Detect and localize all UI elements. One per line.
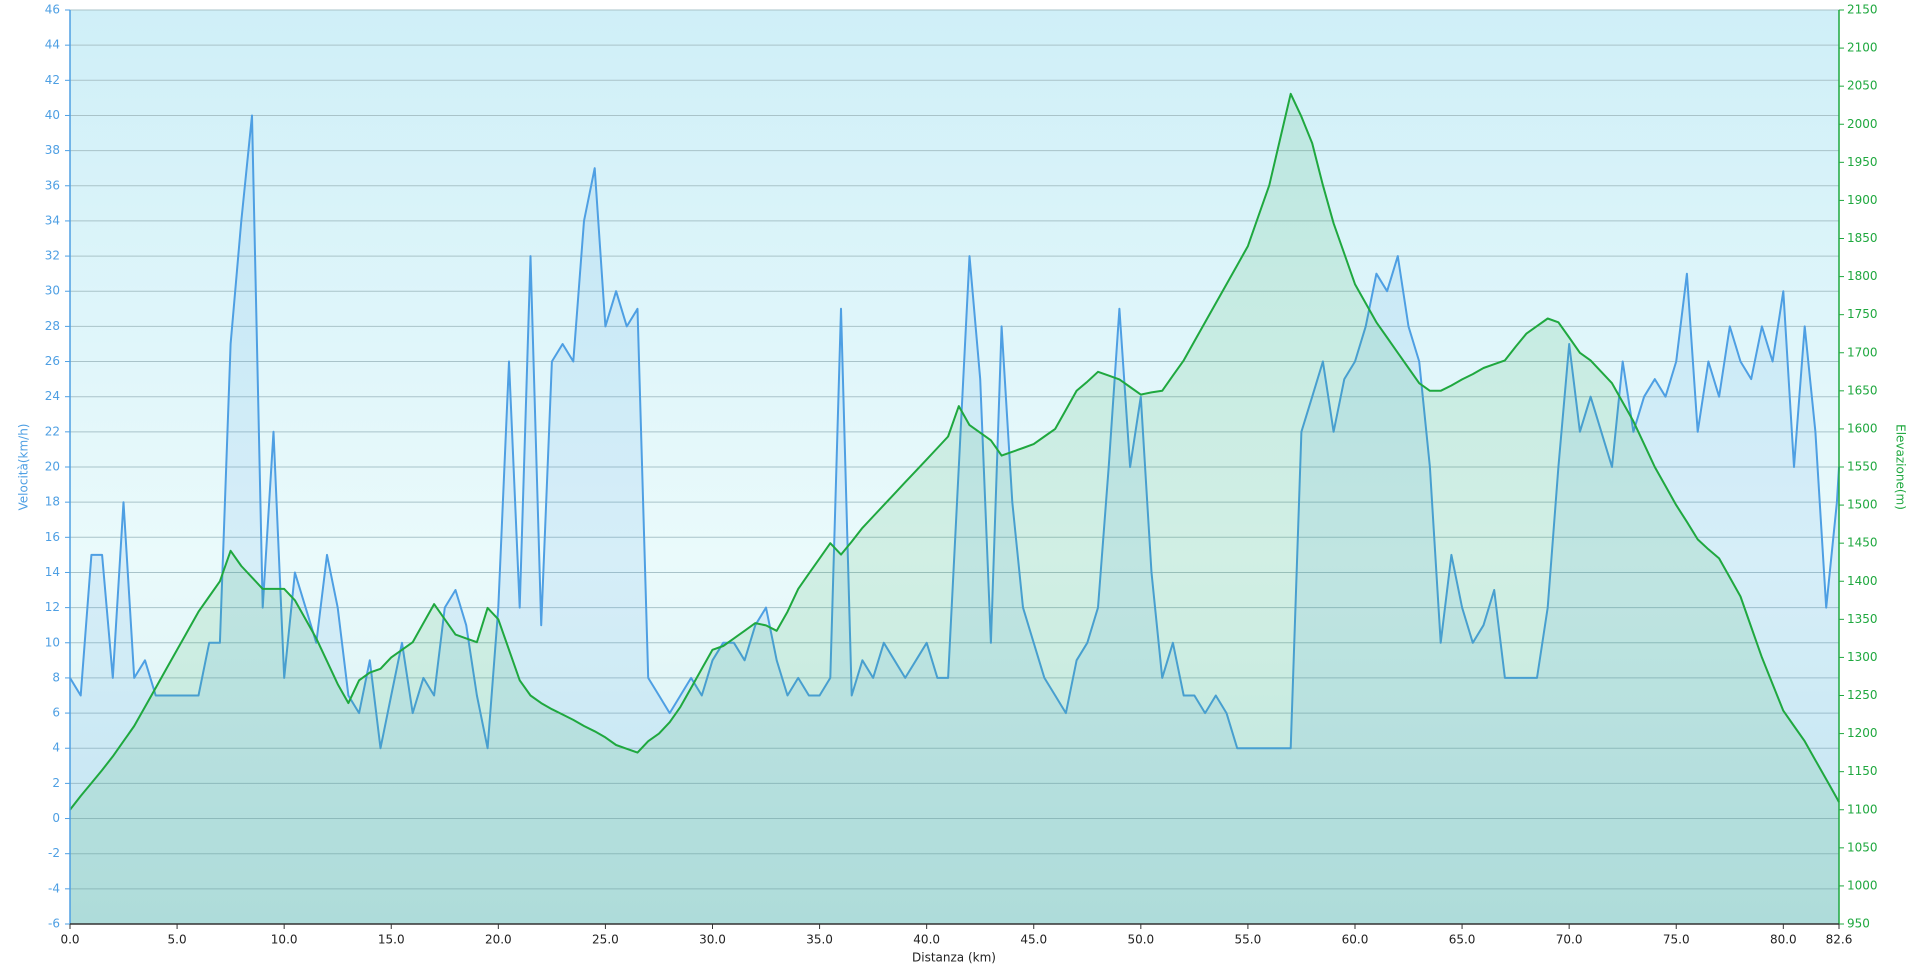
y2-tick-label: 1400 — [1847, 574, 1878, 588]
x-tick-label: 30.0 — [699, 933, 726, 947]
y2-tick-label: 1550 — [1847, 460, 1878, 474]
x-tick-label: 0.0 — [60, 933, 79, 947]
y-tick-label: 22 — [45, 424, 60, 438]
y-tick-label: -2 — [48, 846, 60, 860]
x-tick-label: 35.0 — [806, 933, 833, 947]
y-tick-label: 10 — [45, 635, 60, 649]
y-tick-label: 16 — [45, 530, 60, 544]
y2-tick-label: 1950 — [1847, 155, 1878, 169]
y2-tick-label: 1150 — [1847, 764, 1878, 778]
y2-tick-label: 1300 — [1847, 650, 1878, 664]
y2-tick-label: 2000 — [1847, 117, 1878, 131]
x-tick-label: 25.0 — [592, 933, 619, 947]
y-tick-label: 24 — [45, 389, 60, 403]
x-axis-title: Distanza (km) — [912, 951, 996, 965]
x-tick-label: 15.0 — [378, 933, 405, 947]
y2-tick-label: 1200 — [1847, 726, 1878, 740]
y2-tick-label: 1500 — [1847, 498, 1878, 512]
x-tick-label: 70.0 — [1556, 933, 1583, 947]
y2-tick-label: 2100 — [1847, 41, 1878, 55]
y2-tick-label: 1000 — [1847, 878, 1878, 892]
y2-tick-label: 2050 — [1847, 79, 1878, 93]
y2-tick-label: 1750 — [1847, 307, 1878, 321]
y2-tick-label: 2150 — [1847, 3, 1878, 17]
y-tick-label: 18 — [45, 495, 60, 509]
y2-tick-label: 1850 — [1847, 231, 1878, 245]
line — [69, 92, 1840, 811]
area — [70, 93, 1839, 925]
x-tick-label: 50.0 — [1127, 933, 1154, 947]
y-tick-label: -4 — [48, 881, 60, 895]
x-tick-label: 75.0 — [1663, 933, 1690, 947]
y-tick-label: -6 — [48, 917, 60, 931]
y-tick-label: 44 — [45, 38, 60, 52]
y-tick-label: 40 — [45, 108, 60, 122]
y-tick-label: 2 — [52, 776, 60, 790]
x-tick-label: 60.0 — [1342, 933, 1369, 947]
y2-tick-label: 950 — [1847, 917, 1870, 931]
y2-tick-label: 1600 — [1847, 421, 1878, 435]
y-tick-label: 0 — [52, 811, 60, 825]
y2-tick-label: 1800 — [1847, 269, 1878, 283]
x-tick-label: 55.0 — [1235, 933, 1262, 947]
y-tick-label: 28 — [45, 319, 60, 333]
y2-tick-label: 1700 — [1847, 345, 1878, 359]
x-tick-label: 45.0 — [1020, 933, 1047, 947]
y-tick-label: 6 — [52, 706, 60, 720]
y2-tick-label: 1450 — [1847, 536, 1878, 550]
x-tick-label: 10.0 — [271, 933, 298, 947]
x-tick-label: 5.0 — [168, 933, 187, 947]
y-tick-label: 8 — [52, 670, 60, 684]
x-tick-label: 20.0 — [485, 933, 512, 947]
y-tick-label: 12 — [45, 600, 60, 614]
y2-tick-label: 1100 — [1847, 802, 1878, 816]
y-tick-label: 34 — [45, 213, 60, 227]
y-tick-label: 32 — [45, 249, 60, 263]
area — [70, 115, 1839, 924]
y2-axis-title: Elevazione(m) — [1894, 424, 1908, 510]
x-tick-label: 80.0 — [1770, 933, 1797, 947]
y-tick-label: 38 — [45, 143, 60, 157]
y-tick-label: 26 — [45, 354, 60, 368]
x-tick-label: 82.6 — [1826, 933, 1853, 947]
x-tick-label: 40.0 — [913, 933, 940, 947]
y2-tick-label: 1650 — [1847, 383, 1878, 397]
y-tick-label: 4 — [52, 741, 60, 755]
y-tick-label: 20 — [45, 460, 60, 474]
line — [69, 114, 1840, 750]
x-tick-label: 65.0 — [1449, 933, 1476, 947]
y-tick-label: 30 — [45, 284, 60, 298]
y2-tick-label: 1250 — [1847, 688, 1878, 702]
y-tick-label: 46 — [45, 3, 60, 17]
y2-tick-label: 1050 — [1847, 840, 1878, 854]
y-tick-label: 42 — [45, 73, 60, 87]
y2-tick-label: 1900 — [1847, 193, 1878, 207]
y-axis-title: Velocità(km/h) — [17, 424, 31, 511]
y2-tick-label: 1350 — [1847, 612, 1878, 626]
y-tick-label: 36 — [45, 178, 60, 192]
y-tick-label: 14 — [45, 565, 60, 579]
